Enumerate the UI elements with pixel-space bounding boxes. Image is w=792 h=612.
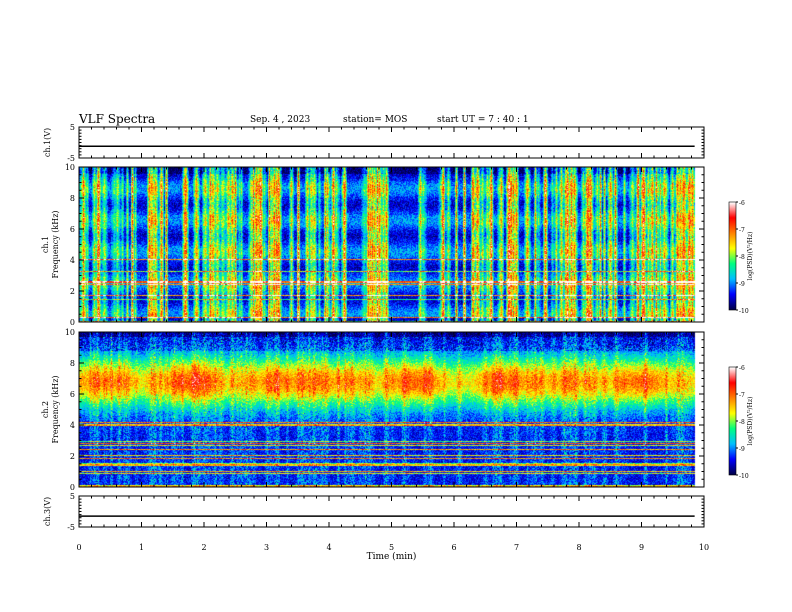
colorbar-tick-label: -9 [739,281,745,288]
x-tick-label: 10 [699,543,709,552]
colorbar-tick-label: -10 [739,308,749,315]
x-tick-label: 0 [76,543,81,552]
y-tick-label: 5 [70,123,75,132]
y-axis-label: ch.1 [41,236,50,253]
y-tick-label: 2 [70,452,75,461]
y-tick-label: 10 [65,328,75,337]
x-tick-label: 5 [389,543,394,552]
colorbar-tick-label: -7 [739,392,745,399]
colorbar-gradient [729,367,736,475]
y-tick-label: 0 [70,318,75,327]
colorbar-tick-label: -6 [739,200,745,207]
colorbar-tick-label: -6 [739,365,745,372]
y-tick-label: 5 [70,492,75,501]
y-axis-label: ch.2 [41,401,50,418]
y-tick-label: 2 [70,287,75,296]
y-tick-label: -5 [67,523,75,532]
y-tick-label: -5 [67,154,75,163]
x-tick-label: 3 [264,543,269,552]
y-tick-label: 8 [70,359,75,368]
colorbar-tick-label: -10 [739,473,749,480]
y-tick-label: 4 [70,421,75,430]
y-tick-label: 6 [70,225,75,234]
y-axis-label: ch.1(V) [43,128,52,157]
colorbar-tick-label: -8 [739,419,745,426]
y-axis-label: ch.3(V) [43,497,52,526]
x-tick-label: 9 [639,543,644,552]
colorbar-label: log(PSD)(V²/Hz) [747,232,754,281]
station-label: station= MOS [343,115,408,125]
x-tick-label: 8 [576,543,581,552]
x-tick-label: 4 [326,543,331,552]
figure-title: VLF Spectra [79,112,156,126]
y-tick-label: 6 [70,390,75,399]
y-tick-label: 0 [70,483,75,492]
y-axis-label: Frequency (kHz) [51,375,60,443]
y-tick-label: 4 [70,256,75,265]
colorbar-tick-label: -7 [739,227,745,234]
x-tick-label: 1 [139,543,144,552]
spectrogram-image-ch1 [79,167,704,322]
x-tick-label: 7 [514,543,519,552]
date-label: Sep. 4 , 2023 [250,115,311,125]
x-axis-label: Time (min) [367,551,417,562]
colorbar-tick-label: -8 [739,254,745,261]
y-tick-label: 8 [70,194,75,203]
colorbar-label: log(PSD)(V²/Hz) [747,397,754,446]
spectrogram-image-ch2 [79,332,704,487]
start-ut-label: start UT = 7 : 40 : 1 [437,115,529,125]
y-tick-label: 10 [65,163,75,172]
colorbar-gradient [729,202,736,310]
y-axis-label: Frequency (kHz) [51,210,60,278]
colorbar-tick-label: -9 [739,446,745,453]
x-tick-label: 6 [451,543,456,552]
x-tick-label: 2 [201,543,206,552]
